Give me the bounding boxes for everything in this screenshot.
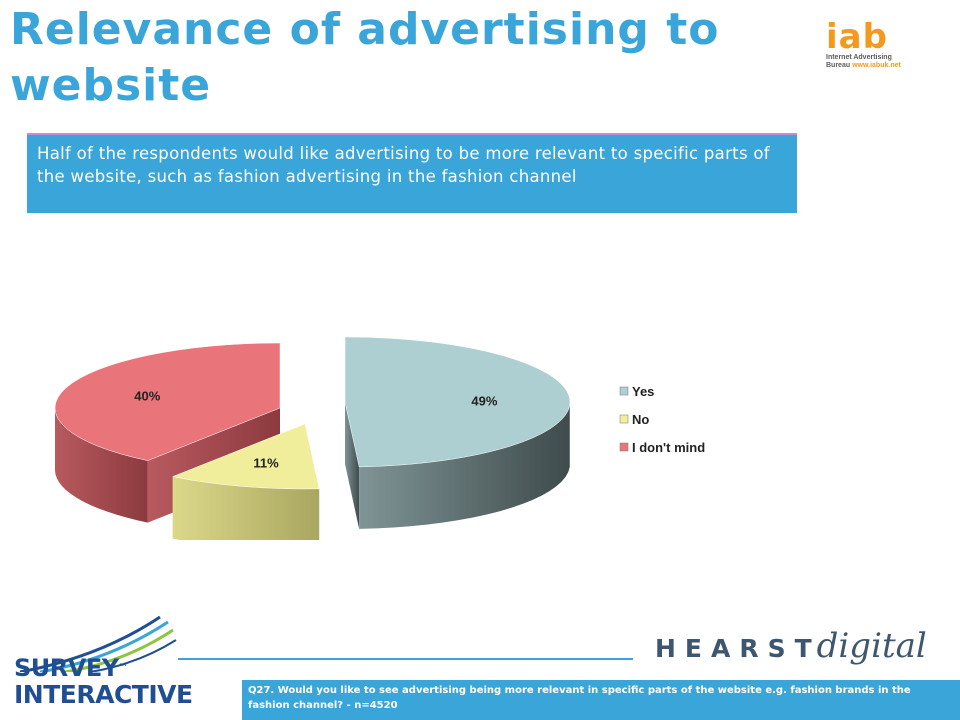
survey-logo-top: SURVEY bbox=[14, 654, 119, 682]
legend-label-no: No bbox=[632, 412, 649, 427]
legend-swatch-dont-mind bbox=[619, 442, 629, 452]
iab-logo-line2: Bureau www.iabuk.net bbox=[826, 62, 936, 70]
pie-chart: 40% 11% 49% Yes No I don't mind bbox=[54, 336, 705, 540]
pie-slices bbox=[54, 336, 571, 540]
legend-swatch-no bbox=[619, 414, 629, 424]
data-label-no: 11% bbox=[253, 456, 279, 471]
iab-logo: iab Internet Advertising Bureau www.iabu… bbox=[826, 20, 936, 80]
pie-slice-top-no bbox=[171, 423, 320, 490]
pie-data-labels: 40% 11% 49% bbox=[134, 389, 498, 471]
pie-slice-top-dont-mind bbox=[54, 342, 281, 461]
digital-logo-word: digital bbox=[816, 626, 927, 666]
summary-text: Half of the respondents would like adver… bbox=[37, 144, 770, 186]
pie-slice-wall-yes bbox=[345, 402, 360, 529]
legend-label-yes: Yes bbox=[632, 384, 654, 399]
iab-logo-line1: Internet Advertising bbox=[826, 54, 892, 61]
pie-slice-side-dont-mind bbox=[55, 408, 148, 523]
pie-slice-top-yes bbox=[344, 336, 571, 468]
interactive-logo-word: INTERACTIVE bbox=[14, 680, 193, 709]
survey-interactive-logo: SURVEY™ INTERACTIVE bbox=[10, 612, 193, 720]
hearst-logo-word: HEARST bbox=[655, 634, 821, 663]
iab-logo-url: www.iabuk.net bbox=[852, 62, 901, 69]
iab-logo-word: iab bbox=[826, 17, 888, 57]
survey-logo-word: SURVEY™ bbox=[14, 654, 128, 682]
footnote-text: Q27. Would you like to see advertising b… bbox=[248, 685, 911, 711]
slide-title: Relevance of advertising to website bbox=[10, 4, 720, 111]
data-label-dont-mind: 40% bbox=[134, 389, 160, 404]
pie-slice-side-yes bbox=[359, 404, 570, 529]
question-footnote: Q27. Would you like to see advertising b… bbox=[242, 680, 960, 720]
legend-swatch-yes bbox=[619, 386, 629, 396]
data-label-yes: 49% bbox=[471, 394, 497, 409]
pie-slice-side-no bbox=[172, 476, 320, 540]
pie-slice-no bbox=[171, 423, 320, 540]
swoosh-icon bbox=[19, 615, 177, 672]
chart-legend: Yes No I don't mind bbox=[619, 384, 705, 455]
summary-box: Half of the respondents would like adver… bbox=[27, 133, 797, 213]
iab-logo-bureau: Bureau bbox=[826, 62, 851, 69]
legend-label-dont-mind: I don't mind bbox=[632, 440, 705, 455]
footer-divider bbox=[178, 658, 633, 660]
survey-logo-tm: ™ bbox=[118, 663, 128, 673]
pie-slice-yes bbox=[344, 336, 571, 529]
hearst-digital-logo: HEARSTdigital bbox=[655, 626, 927, 670]
